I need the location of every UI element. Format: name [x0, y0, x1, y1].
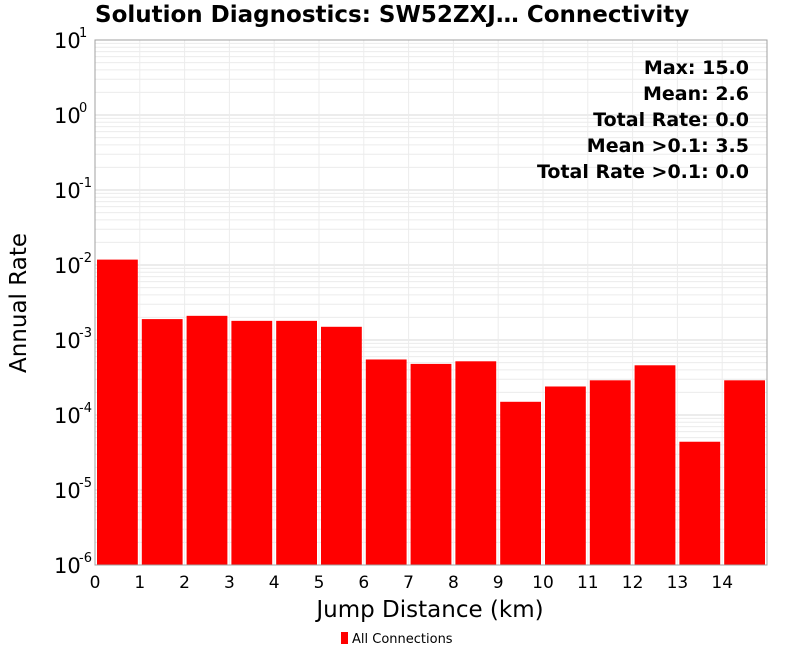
y-tick-label: 10-3: [54, 326, 92, 353]
y-tick-label: 10-4: [54, 401, 92, 428]
y-tick-exponent: 1: [79, 26, 87, 41]
x-tick-label: 7: [403, 573, 414, 593]
x-axis-ticks: 0 1 2 3 4 5 6 7 8 9 10 11 12 13 14: [90, 573, 733, 593]
stat-total-rate-above: Total Rate >0.1: 0.0: [537, 161, 749, 183]
bar: [545, 386, 586, 565]
legend-label: All Connections: [352, 632, 453, 647]
x-tick-label: 9: [493, 573, 504, 593]
stat-total-rate: Total Rate: 0.0: [593, 109, 749, 131]
stat-mean-above: Mean >0.1: 3.5: [587, 135, 749, 157]
x-tick-label: 3: [224, 573, 235, 593]
y-tick-label: 10-1: [54, 176, 92, 203]
bar: [410, 363, 452, 565]
bar: [186, 315, 228, 565]
y-tick-label: 100: [54, 101, 87, 128]
y-tick-base: 10: [54, 329, 81, 353]
y-tick-exponent: -2: [79, 251, 92, 266]
legend: All Connections: [341, 632, 453, 647]
y-tick-base: 10: [54, 254, 81, 278]
x-tick-label: 14: [711, 573, 733, 593]
y-tick-base: 10: [54, 104, 81, 128]
bar: [589, 380, 631, 565]
y-tick-exponent: -6: [79, 551, 92, 566]
bar: [276, 320, 317, 565]
x-tick-label: 6: [358, 573, 369, 593]
y-tick-base: 10: [54, 179, 81, 203]
y-tick-exponent: -5: [79, 476, 92, 491]
x-tick-label: 8: [448, 573, 459, 593]
bar: [724, 380, 765, 565]
x-tick-label: 11: [577, 573, 599, 593]
x-tick-label: 4: [269, 573, 280, 593]
y-tick-label: 101: [54, 26, 87, 53]
y-tick-label: 10-5: [54, 476, 92, 503]
bar: [500, 401, 541, 565]
y-tick-base: 10: [54, 29, 81, 53]
stat-max: Max: 15.0: [644, 57, 749, 79]
y-tick-exponent: 0: [79, 101, 87, 116]
bar: [321, 326, 362, 565]
y-tick-exponent: -3: [79, 326, 92, 341]
x-tick-label: 2: [179, 573, 190, 593]
bar: [455, 361, 497, 565]
y-tick-label: 10-6: [54, 551, 92, 578]
x-tick-label: 10: [532, 573, 554, 593]
bar: [231, 320, 273, 565]
y-axis-label: Annual Rate: [6, 233, 32, 373]
x-tick-label: 1: [134, 573, 145, 593]
plot-frame: [94, 39, 768, 566]
y-tick-label: 10-2: [54, 251, 92, 278]
x-tick-label: 13: [667, 573, 689, 593]
stat-mean: Mean: 2.6: [643, 83, 749, 105]
bar: [365, 359, 407, 565]
y-tick-base: 10: [54, 479, 81, 503]
legend-swatch: [341, 632, 348, 644]
bar: [634, 365, 676, 565]
x-tick-label: 5: [314, 573, 325, 593]
x-axis-label: Jump Distance (km): [314, 597, 543, 623]
bar: [97, 259, 138, 565]
y-tick-exponent: -4: [79, 401, 92, 416]
y-tick-exponent: -1: [79, 176, 92, 191]
chart-title: Solution Diagnostics: SW52ZXJ… Connectiv…: [95, 2, 689, 28]
bar: [679, 441, 721, 565]
y-tick-base: 10: [54, 554, 81, 578]
stats-box: Max: 15.0 Mean: 2.6 Total Rate: 0.0 Mean…: [537, 57, 749, 183]
x-tick-label: 12: [622, 573, 644, 593]
bar: [141, 319, 183, 565]
bars-group: [97, 259, 765, 565]
x-tick-label: 0: [90, 573, 101, 593]
y-tick-base: 10: [54, 404, 81, 428]
